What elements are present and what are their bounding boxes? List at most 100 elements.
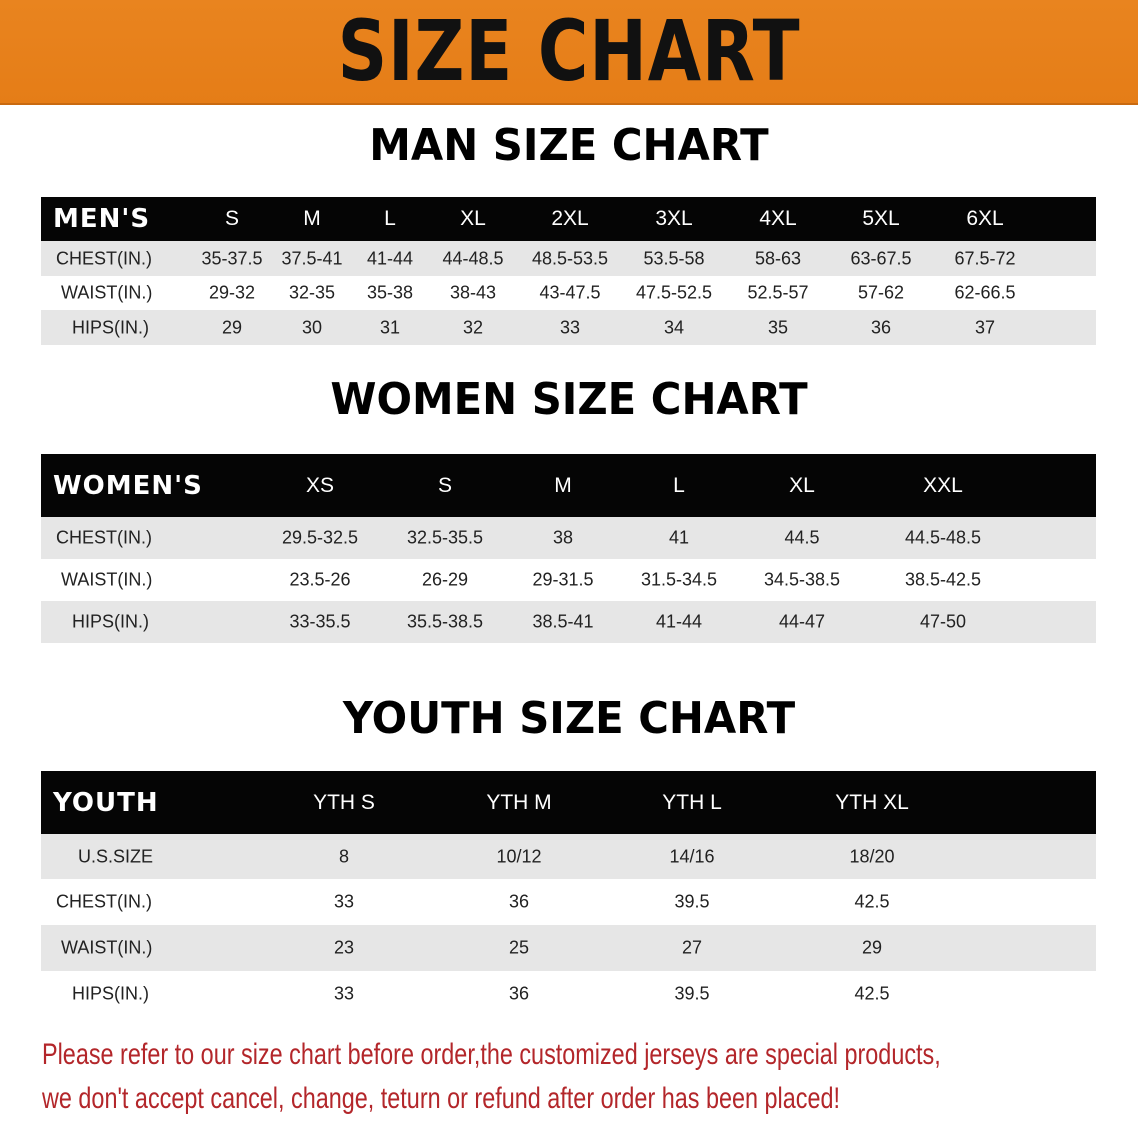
size-header-cell: XL (789, 473, 815, 497)
table-cell: 36 (508, 891, 530, 912)
table-cell: 35-37.5 (201, 248, 263, 268)
size-header-cell: L (384, 207, 396, 230)
table-cell: 38.5-42.5 (904, 569, 982, 590)
table-cell: 38.5-41 (532, 611, 594, 632)
row-label: CHEST(IN.) (56, 527, 152, 548)
table-cell: 39.5 (674, 891, 710, 912)
table-cell: 29 (221, 317, 243, 337)
row-label: U.S.SIZE (78, 846, 154, 866)
size-header-cell: M (554, 473, 572, 497)
size-header-cell: XXL (923, 473, 963, 497)
table-row: CHEST(IN.) 33 36 39.5 42.5 (41, 879, 1096, 925)
table-cell: 35.5-38.5 (406, 611, 484, 632)
size-header-cell: 3XL (655, 207, 693, 230)
table-cell: 57-62 (857, 282, 905, 303)
table-cell: 47-50 (919, 611, 967, 632)
table-cell: 23.5-26 (289, 569, 351, 590)
table-cell: 41-44 (655, 611, 703, 632)
table-cell: 35 (767, 317, 789, 337)
table-cell: 8 (338, 846, 350, 866)
size-header-cell: XS (305, 473, 335, 497)
table-cell: 33 (333, 983, 355, 1003)
banner: SIZE CHART (0, 0, 1138, 105)
table-cell: 35-38 (366, 282, 414, 303)
table-row: CHEST(IN.) 29.5-32.5 32.5-35.5 38 41 44.5 44.5… (41, 517, 1096, 559)
table-cell: 44.5-48.5 (904, 527, 982, 548)
table-row: HIPS(IN.) 33-35.5 35.5-38.5 38.5-41 41-44 44-… (41, 601, 1096, 643)
table-cell: 63-67.5 (850, 248, 912, 268)
table-cell: 38-43 (449, 282, 497, 303)
table-cell: 27 (681, 937, 703, 958)
table-cell: 32 (462, 317, 484, 337)
table-cell: 41-44 (366, 248, 414, 268)
table-cell: 34 (663, 317, 685, 337)
table-cell: 30 (301, 317, 323, 337)
table-row: CHEST(IN.) 35-37.5 37.5-41 41-44 44-48.5 48.5… (41, 241, 1096, 276)
table-cell: 29.5-32.5 (281, 527, 359, 548)
table-cell: 18/20 (849, 846, 895, 866)
banner-title: SIZE CHART (337, 2, 801, 100)
size-header-cell: 6XL (966, 207, 1004, 230)
table-cell: 32-35 (288, 282, 336, 303)
table-cell: 47.5-52.5 (635, 282, 713, 303)
table-cell: 52.5-57 (747, 282, 809, 303)
table-cell: 44-47 (778, 611, 826, 632)
table-title-cell: YOUTH (53, 787, 159, 818)
table-cell: 41 (668, 527, 690, 548)
table-cell: 37.5-41 (281, 248, 343, 268)
size-header-cell: 5XL (862, 207, 900, 230)
table-cell: 53.5-58 (643, 248, 705, 268)
table-cell: 67.5-72 (954, 248, 1016, 268)
row-label: HIPS(IN.) (72, 983, 150, 1003)
table-cell: 37 (974, 317, 996, 337)
youth-section-title: YOUTH SIZE CHART (342, 693, 796, 744)
row-label: HIPS(IN.) (72, 317, 150, 337)
table-cell: 44-48.5 (442, 248, 504, 268)
table-cell: 26-29 (421, 569, 469, 590)
table-cell: 33-35.5 (289, 611, 351, 632)
table-cell: 25 (508, 937, 530, 958)
size-header-cell: YTH XL (835, 790, 909, 814)
table-row: WAIST(IN.) 23 25 27 29 (41, 925, 1096, 971)
table-cell: 23 (333, 937, 355, 958)
notice-line-1: Please refer to our size chart before or… (42, 1038, 941, 1071)
row-label: CHEST(IN.) (56, 248, 152, 268)
table-cell: 62-66.5 (954, 282, 1016, 303)
table-cell: 32.5-35.5 (406, 527, 484, 548)
table-cell: 33 (559, 317, 581, 337)
table-cell: 44.5 (784, 527, 820, 548)
table-cell: 43-47.5 (539, 282, 601, 303)
size-header-cell: 2XL (551, 207, 589, 230)
table-cell: 10/12 (496, 846, 542, 866)
table-cell: 38 (552, 527, 574, 548)
table-cell: 48.5-53.5 (531, 248, 609, 268)
table-cell: 14/16 (669, 846, 715, 866)
row-label: WAIST(IN.) (61, 937, 153, 958)
men-section-title: MAN SIZE CHART (369, 120, 769, 171)
table-cell: 58-63 (754, 248, 802, 268)
row-label: WAIST(IN.) (61, 282, 153, 303)
women-section-title: WOMEN SIZE CHART (330, 374, 808, 425)
size-header-cell: 4XL (759, 207, 797, 230)
table-row: U.S.SIZE 8 10/12 14/16 18/20 (41, 834, 1096, 879)
size-header-cell: YTH M (486, 790, 552, 814)
table-cell: 33 (333, 891, 355, 912)
table-row: HIPS(IN.) 33 36 39.5 42.5 (41, 971, 1096, 1016)
table-title-cell: WOMEN'S (53, 470, 203, 501)
size-header-cell: L (673, 473, 685, 497)
row-label: CHEST(IN.) (56, 891, 152, 912)
table-cell: 42.5 (854, 983, 890, 1003)
table-header-row: MEN'S S M L XL 2XL 3XL 4XL 5XL 6XL (41, 197, 1096, 241)
notice-line-2: we don't accept cancel, change, teturn o… (42, 1082, 840, 1115)
table-row: WAIST(IN.) 29-32 32-35 35-38 38-43 43-47.5 47.… (41, 276, 1096, 310)
table-header-row: YOUTH YTH S YTH M YTH L YTH XL (41, 771, 1096, 834)
size-header-cell: S (437, 473, 453, 497)
table-cell: 29-31.5 (532, 569, 594, 590)
size-header-cell: XL (460, 207, 486, 230)
size-header-cell: YTH S (313, 790, 375, 814)
table-cell: 31 (379, 317, 401, 337)
table-title-cell: MEN'S (53, 204, 151, 234)
size-header-cell: YTH L (662, 790, 722, 814)
size-header-cell: M (303, 207, 321, 230)
table-header-row: WOMEN'S XS S M L XL XXL (41, 454, 1096, 517)
